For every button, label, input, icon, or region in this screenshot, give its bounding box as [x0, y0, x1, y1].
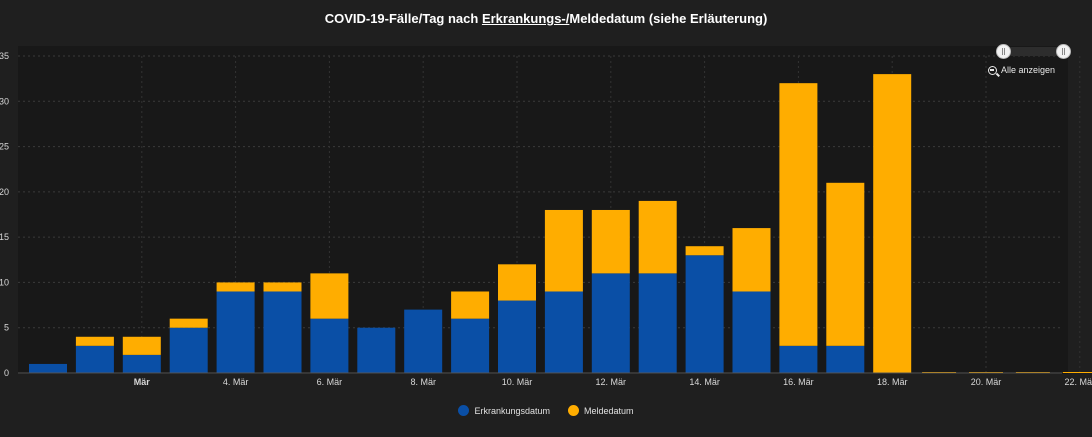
show-all-button[interactable]: Alle anzeigen	[988, 63, 1055, 77]
zoom-start-handle[interactable]	[996, 44, 1011, 59]
x-tick-label: 12. Mär	[596, 377, 627, 387]
bar-meldedatum	[75, 336, 114, 346]
bar-erkrankungsdatum	[169, 327, 208, 373]
x-tick-label: 10. Mär	[502, 377, 533, 387]
bar-erkrankungsdatum	[826, 345, 865, 373]
y-tick-label: 0	[4, 368, 9, 378]
bar-meldedatum	[873, 74, 912, 373]
bar-meldedatum	[779, 83, 818, 346]
legend-marker-icon	[568, 405, 579, 416]
bar-erkrankungsdatum	[122, 354, 161, 373]
bar-erkrankungsdatum	[357, 327, 396, 373]
bar-erkrankungsdatum	[638, 273, 677, 373]
bar-erkrankungsdatum	[404, 309, 443, 373]
bar-meldedatum	[498, 264, 536, 301]
bar-erkrankungsdatum	[685, 255, 724, 373]
bar-meldedatum	[451, 291, 490, 319]
bar-meldedatum	[826, 182, 865, 346]
legend-item-meldedatum[interactable]: Meldedatum	[568, 405, 634, 416]
bar-meldedatum	[591, 209, 630, 274]
x-tick-label: 22. Mär	[1065, 377, 1092, 387]
legend: Erkrankungsdatum Meldedatum	[0, 405, 1092, 416]
bar-meldedatum	[263, 282, 302, 292]
bar-meldedatum	[732, 228, 771, 292]
bar-meldedatum	[685, 246, 724, 256]
title-link[interactable]: Erkrankungs-/	[481, 11, 570, 26]
y-tick-label: 35	[0, 51, 9, 61]
bar-erkrankungsdatum	[310, 318, 349, 373]
bar-meldedatum	[310, 273, 349, 319]
x-tick-label: 16. Mär	[783, 377, 814, 387]
bar-erkrankungsdatum	[498, 300, 536, 373]
chart-title: COVID-19-Fälle/Tag nach Erkrankungs-/Mel…	[0, 11, 1092, 26]
bar-meldedatum	[122, 336, 161, 355]
x-tick-label: 6. Mär	[317, 377, 343, 387]
x-tick-label: Mär	[134, 377, 151, 387]
title-prefix: COVID-19-Fälle/Tag nach	[324, 11, 482, 26]
bar-erkrankungsdatum	[544, 291, 583, 373]
bar-erkrankungsdatum	[29, 363, 67, 373]
bar-erkrankungsdatum	[779, 345, 818, 373]
zoom-out-icon	[988, 65, 997, 75]
bar-meldedatum	[216, 282, 255, 292]
legend-item-erkrankungsdatum[interactable]: Erkrankungsdatum	[458, 405, 550, 416]
bar-erkrankungsdatum	[732, 291, 771, 373]
bar-erkrankungsdatum	[451, 318, 490, 373]
zoom-end-handle[interactable]	[1056, 44, 1071, 59]
legend-label: Meldedatum	[584, 405, 634, 416]
y-tick-label: 20	[0, 187, 9, 197]
zoom-range-slider[interactable]	[996, 44, 1071, 59]
bar-erkrankungsdatum	[75, 345, 114, 373]
x-tick-label: 18. Mär	[877, 377, 908, 387]
x-tick-label: 8. Mär	[410, 377, 436, 387]
bar-erkrankungsdatum	[263, 291, 302, 373]
x-tick-label: 4. Mär	[223, 377, 249, 387]
show-all-label: Alle anzeigen	[1001, 65, 1056, 75]
y-tick-label: 25	[0, 142, 9, 152]
legend-marker-icon	[458, 405, 470, 416]
x-tick-label: 14. Mär	[689, 377, 720, 387]
y-tick-label: 10	[0, 277, 9, 287]
bar-meldedatum	[544, 209, 583, 292]
bar-meldedatum	[169, 318, 208, 328]
x-tick-label: 20. Mär	[971, 377, 1002, 387]
y-tick-label: 30	[0, 96, 9, 106]
y-tick-label: 5	[4, 323, 9, 333]
bar-erkrankungsdatum	[591, 273, 630, 373]
y-tick-label: 15	[0, 232, 9, 242]
bar-erkrankungsdatum	[216, 291, 255, 373]
zoom-track	[1001, 47, 1063, 56]
bar-meldedatum	[638, 200, 677, 274]
legend-label: Erkrankungsdatum	[474, 405, 550, 416]
title-suffix: Meldedatum (siehe Erläuterung)	[569, 11, 768, 26]
